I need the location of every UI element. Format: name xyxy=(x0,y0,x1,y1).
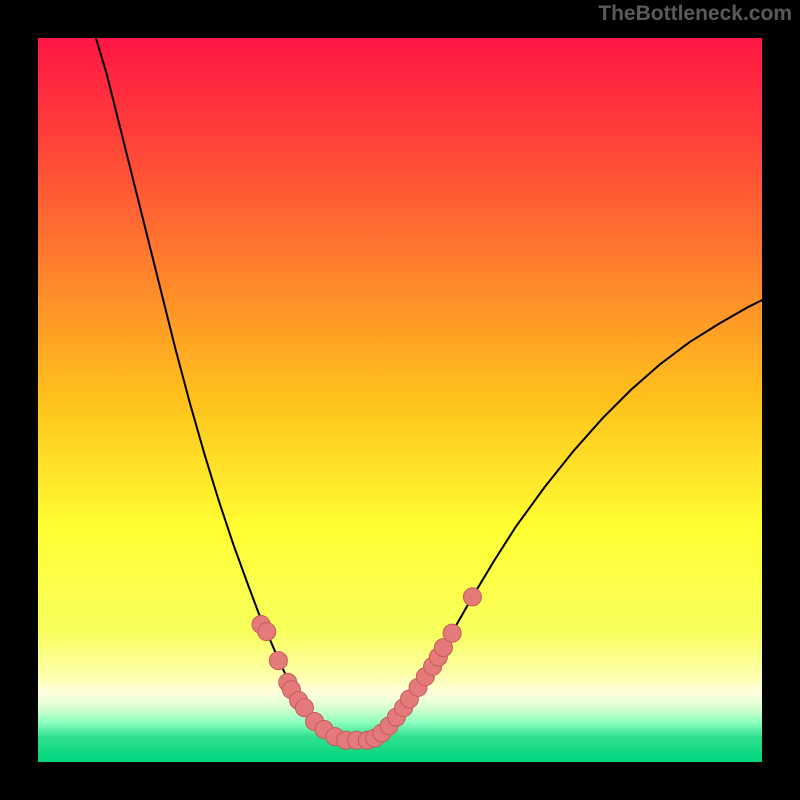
data-marker xyxy=(443,624,461,642)
data-marker xyxy=(258,623,276,641)
data-marker xyxy=(269,652,287,670)
chart-container: TheBottleneck.com xyxy=(0,0,800,800)
data-marker xyxy=(463,588,481,606)
plot-svg xyxy=(0,0,800,800)
plot-gradient-background xyxy=(38,38,762,762)
